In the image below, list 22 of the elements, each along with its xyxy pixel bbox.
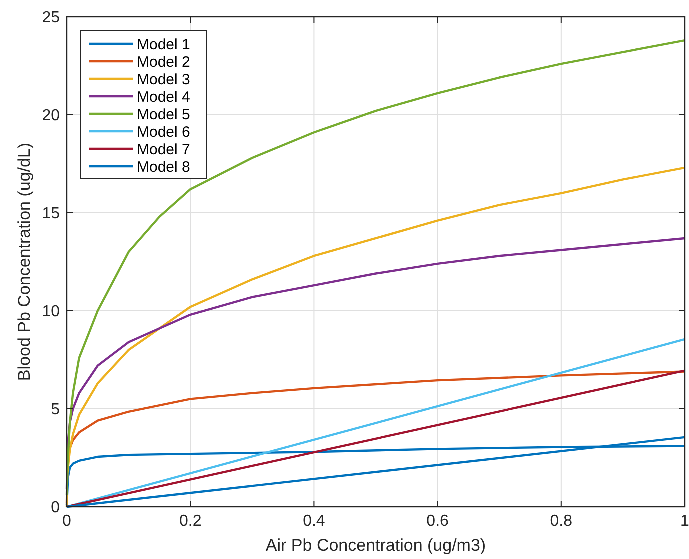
x-tick-label: 0 [62, 513, 72, 530]
legend-label: Model 3 [137, 71, 190, 88]
y-tick-label: 15 [42, 206, 60, 223]
legend-label: Model 4 [137, 88, 190, 106]
x-tick-label: 0.2 [179, 513, 202, 530]
legend-label: Model 6 [137, 124, 190, 141]
y-tick-label: 25 [42, 10, 60, 27]
y-tick-label: 0 [51, 500, 60, 517]
y-tick-label: 10 [42, 304, 60, 321]
legend-label: Model 7 [137, 141, 190, 158]
legend-label: Model 8 [137, 158, 190, 176]
x-tick-label: 0.4 [303, 513, 326, 530]
y-tick-label: 5 [51, 402, 60, 419]
legend-label: Model 2 [137, 54, 190, 71]
x-tick-label: 0.6 [426, 513, 450, 530]
x-tick-label: 1 [680, 513, 689, 530]
x-tick-label: 0.8 [550, 513, 573, 530]
y-axis-title: Blood Pb Concentration (ug/dL) [15, 142, 34, 382]
y-tick-label: 20 [42, 108, 60, 125]
legend-label: Model 5 [137, 106, 190, 124]
legend-label: Model 1 [137, 36, 190, 54]
x-axis-title: Air Pb Concentration (ug/m3) [266, 536, 486, 555]
